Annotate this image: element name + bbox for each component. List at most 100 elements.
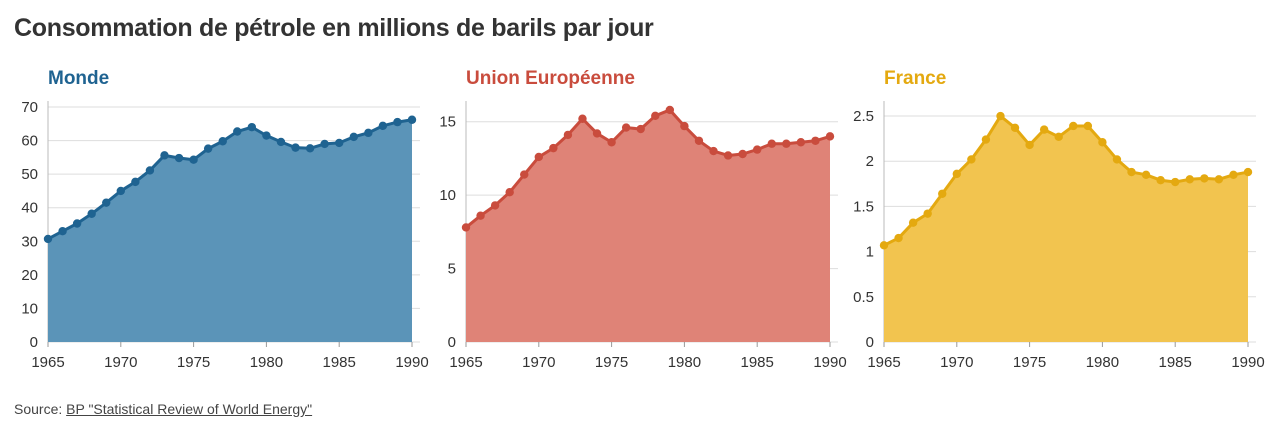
- data-point: [160, 151, 169, 160]
- chart-svg: 0 10 20 30 40 50 60 70 1965 1970 1975 1980 1985 1990: [21, 99, 428, 371]
- data-point: [247, 122, 257, 132]
- y-tick-label: 50: [21, 166, 38, 183]
- y-tick-label: 40: [21, 200, 38, 217]
- y-tick-label: 2.5: [853, 108, 874, 125]
- data-point: [767, 139, 776, 148]
- data-point: [563, 130, 573, 140]
- data-point: [320, 139, 329, 149]
- data-point: [102, 198, 111, 207]
- data-point: [1243, 167, 1253, 177]
- y-tick-label: 10: [21, 300, 38, 317]
- data-point: [131, 177, 140, 187]
- x-tick-label: 1965: [867, 354, 900, 371]
- data-point: [694, 136, 704, 145]
- y-tick-label: 60: [21, 133, 38, 150]
- y-tick-label: 30: [21, 233, 38, 250]
- data-point: [894, 233, 903, 243]
- data-point: [1127, 167, 1136, 177]
- data-point: [1112, 155, 1122, 164]
- x-tick-label: 1975: [177, 354, 210, 371]
- data-point: [996, 111, 1005, 121]
- data-point: [1098, 138, 1107, 147]
- data-point: [782, 139, 791, 148]
- data-point: [393, 117, 402, 127]
- chart-panel-monde: Monde 0 10 20 30 40 50 60 70 1965 1970 1975 1980 198…: [0, 62, 428, 382]
- data-point: [1025, 140, 1034, 150]
- data-point: [967, 155, 976, 164]
- chart-panel-france: France 0 0.5 1 1.5 2 2.5 1965 1970 1975 1980 1985 1…: [836, 62, 1265, 382]
- y-tick-label: 70: [21, 99, 38, 116]
- data-point: [1141, 170, 1151, 179]
- data-point: [709, 146, 718, 156]
- chart-title: France: [884, 68, 947, 89]
- y-tick-label: 0: [866, 334, 874, 351]
- data-point: [364, 128, 373, 138]
- y-tick-label: 2: [866, 153, 874, 170]
- data-point: [116, 186, 126, 196]
- data-point: [578, 114, 587, 123]
- data-point: [1171, 177, 1180, 187]
- y-tick-label: 5: [448, 261, 456, 278]
- data-point: [520, 170, 529, 179]
- source-note: Source: BP "Statistical Review of World …: [14, 401, 312, 417]
- data-point: [1039, 125, 1049, 134]
- x-tick-label: 1985: [1159, 354, 1192, 371]
- x-tick-label: 1970: [940, 354, 973, 371]
- data-point: [1214, 175, 1224, 184]
- data-point: [87, 209, 96, 218]
- chart-title: Monde: [48, 68, 110, 89]
- x-tick-label: 1985: [741, 354, 774, 371]
- x-tick-label: 1970: [522, 354, 555, 371]
- data-point: [233, 127, 242, 136]
- chart-title: Union Européenne: [466, 68, 635, 89]
- x-tick-label: 1990: [813, 354, 846, 371]
- x-tick-label: 1965: [31, 354, 64, 371]
- series-area: [466, 109, 830, 342]
- series-area: [884, 116, 1248, 343]
- data-point: [407, 115, 417, 124]
- data-point: [490, 201, 500, 210]
- data-point: [1010, 123, 1020, 132]
- data-point: [607, 138, 616, 147]
- data-point: [1185, 175, 1194, 184]
- data-point: [811, 136, 820, 145]
- data-point: [1054, 132, 1063, 142]
- y-tick-label: 0.5: [853, 289, 874, 306]
- data-point: [1200, 174, 1209, 183]
- y-tick-label: 1: [866, 244, 874, 261]
- data-point: [680, 121, 689, 131]
- data-point: [908, 218, 918, 227]
- data-point: [349, 132, 358, 142]
- x-tick-label: 1980: [1086, 354, 1119, 371]
- data-point: [665, 105, 675, 115]
- data-point: [651, 111, 660, 121]
- data-point: [1083, 121, 1093, 131]
- x-tick-label: 1970: [104, 354, 137, 371]
- data-point: [938, 189, 947, 198]
- data-point: [1069, 121, 1078, 131]
- page-title: Consommation de pétrole en millions de b…: [14, 14, 654, 42]
- data-point: [43, 234, 53, 244]
- data-point: [505, 187, 514, 197]
- chart-svg: 0 0.5 1 1.5 2 2.5 1965 1970 1975 1980 1985 1990: [853, 101, 1265, 371]
- data-point: [549, 143, 558, 153]
- chart-panel-union-europeenne: Union Européenne 0 5 10 15 1965 1970 1975 1980 1…: [418, 62, 846, 382]
- data-point: [262, 131, 271, 140]
- y-tick-label: 0: [30, 334, 38, 351]
- data-point: [378, 121, 388, 130]
- source-prefix: Source:: [14, 401, 67, 417]
- data-point: [291, 143, 300, 152]
- data-point: [723, 151, 733, 160]
- x-tick-label: 1980: [250, 354, 283, 371]
- data-point: [145, 166, 155, 175]
- data-point: [534, 152, 543, 162]
- data-point: [592, 129, 602, 138]
- source-link[interactable]: BP "Statistical Review of World Energy": [66, 401, 313, 417]
- data-point: [1156, 176, 1165, 185]
- data-point: [879, 241, 889, 250]
- y-tick-label: 15: [439, 114, 456, 131]
- x-tick-label: 1985: [323, 354, 356, 371]
- data-point: [636, 124, 645, 134]
- data-point: [981, 135, 991, 144]
- data-point: [189, 155, 198, 164]
